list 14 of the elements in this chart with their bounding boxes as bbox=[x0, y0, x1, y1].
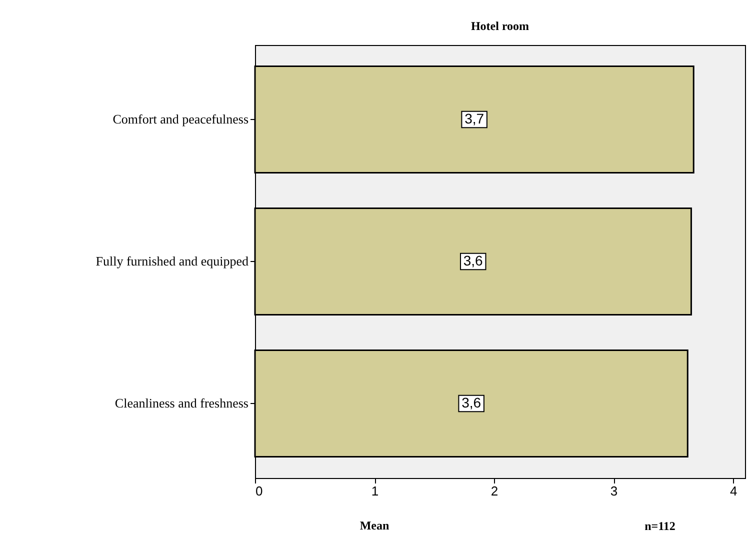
x-tick-label: 0 bbox=[256, 484, 263, 498]
text: n=112 bbox=[644, 519, 676, 533]
data-label: 3,7 bbox=[464, 110, 484, 127]
x-tick-label: 4 bbox=[730, 484, 738, 498]
x-axis-title: Mean bbox=[360, 518, 390, 532]
y-tick-label: Comfort and peacefulness bbox=[112, 112, 248, 127]
x-tick-label: 1 bbox=[371, 484, 379, 498]
data-label: 3,6 bbox=[462, 394, 482, 410]
x-tick-label: 3 bbox=[610, 484, 618, 498]
x-tick-label: 2 bbox=[490, 484, 498, 498]
y-tick-label: Fully furnished and equipped bbox=[96, 254, 249, 268]
data-label: 3,6 bbox=[463, 252, 484, 268]
chart-title: Hotel room bbox=[470, 19, 530, 33]
y-tick-label: Cleanliness and freshness bbox=[114, 395, 248, 410]
